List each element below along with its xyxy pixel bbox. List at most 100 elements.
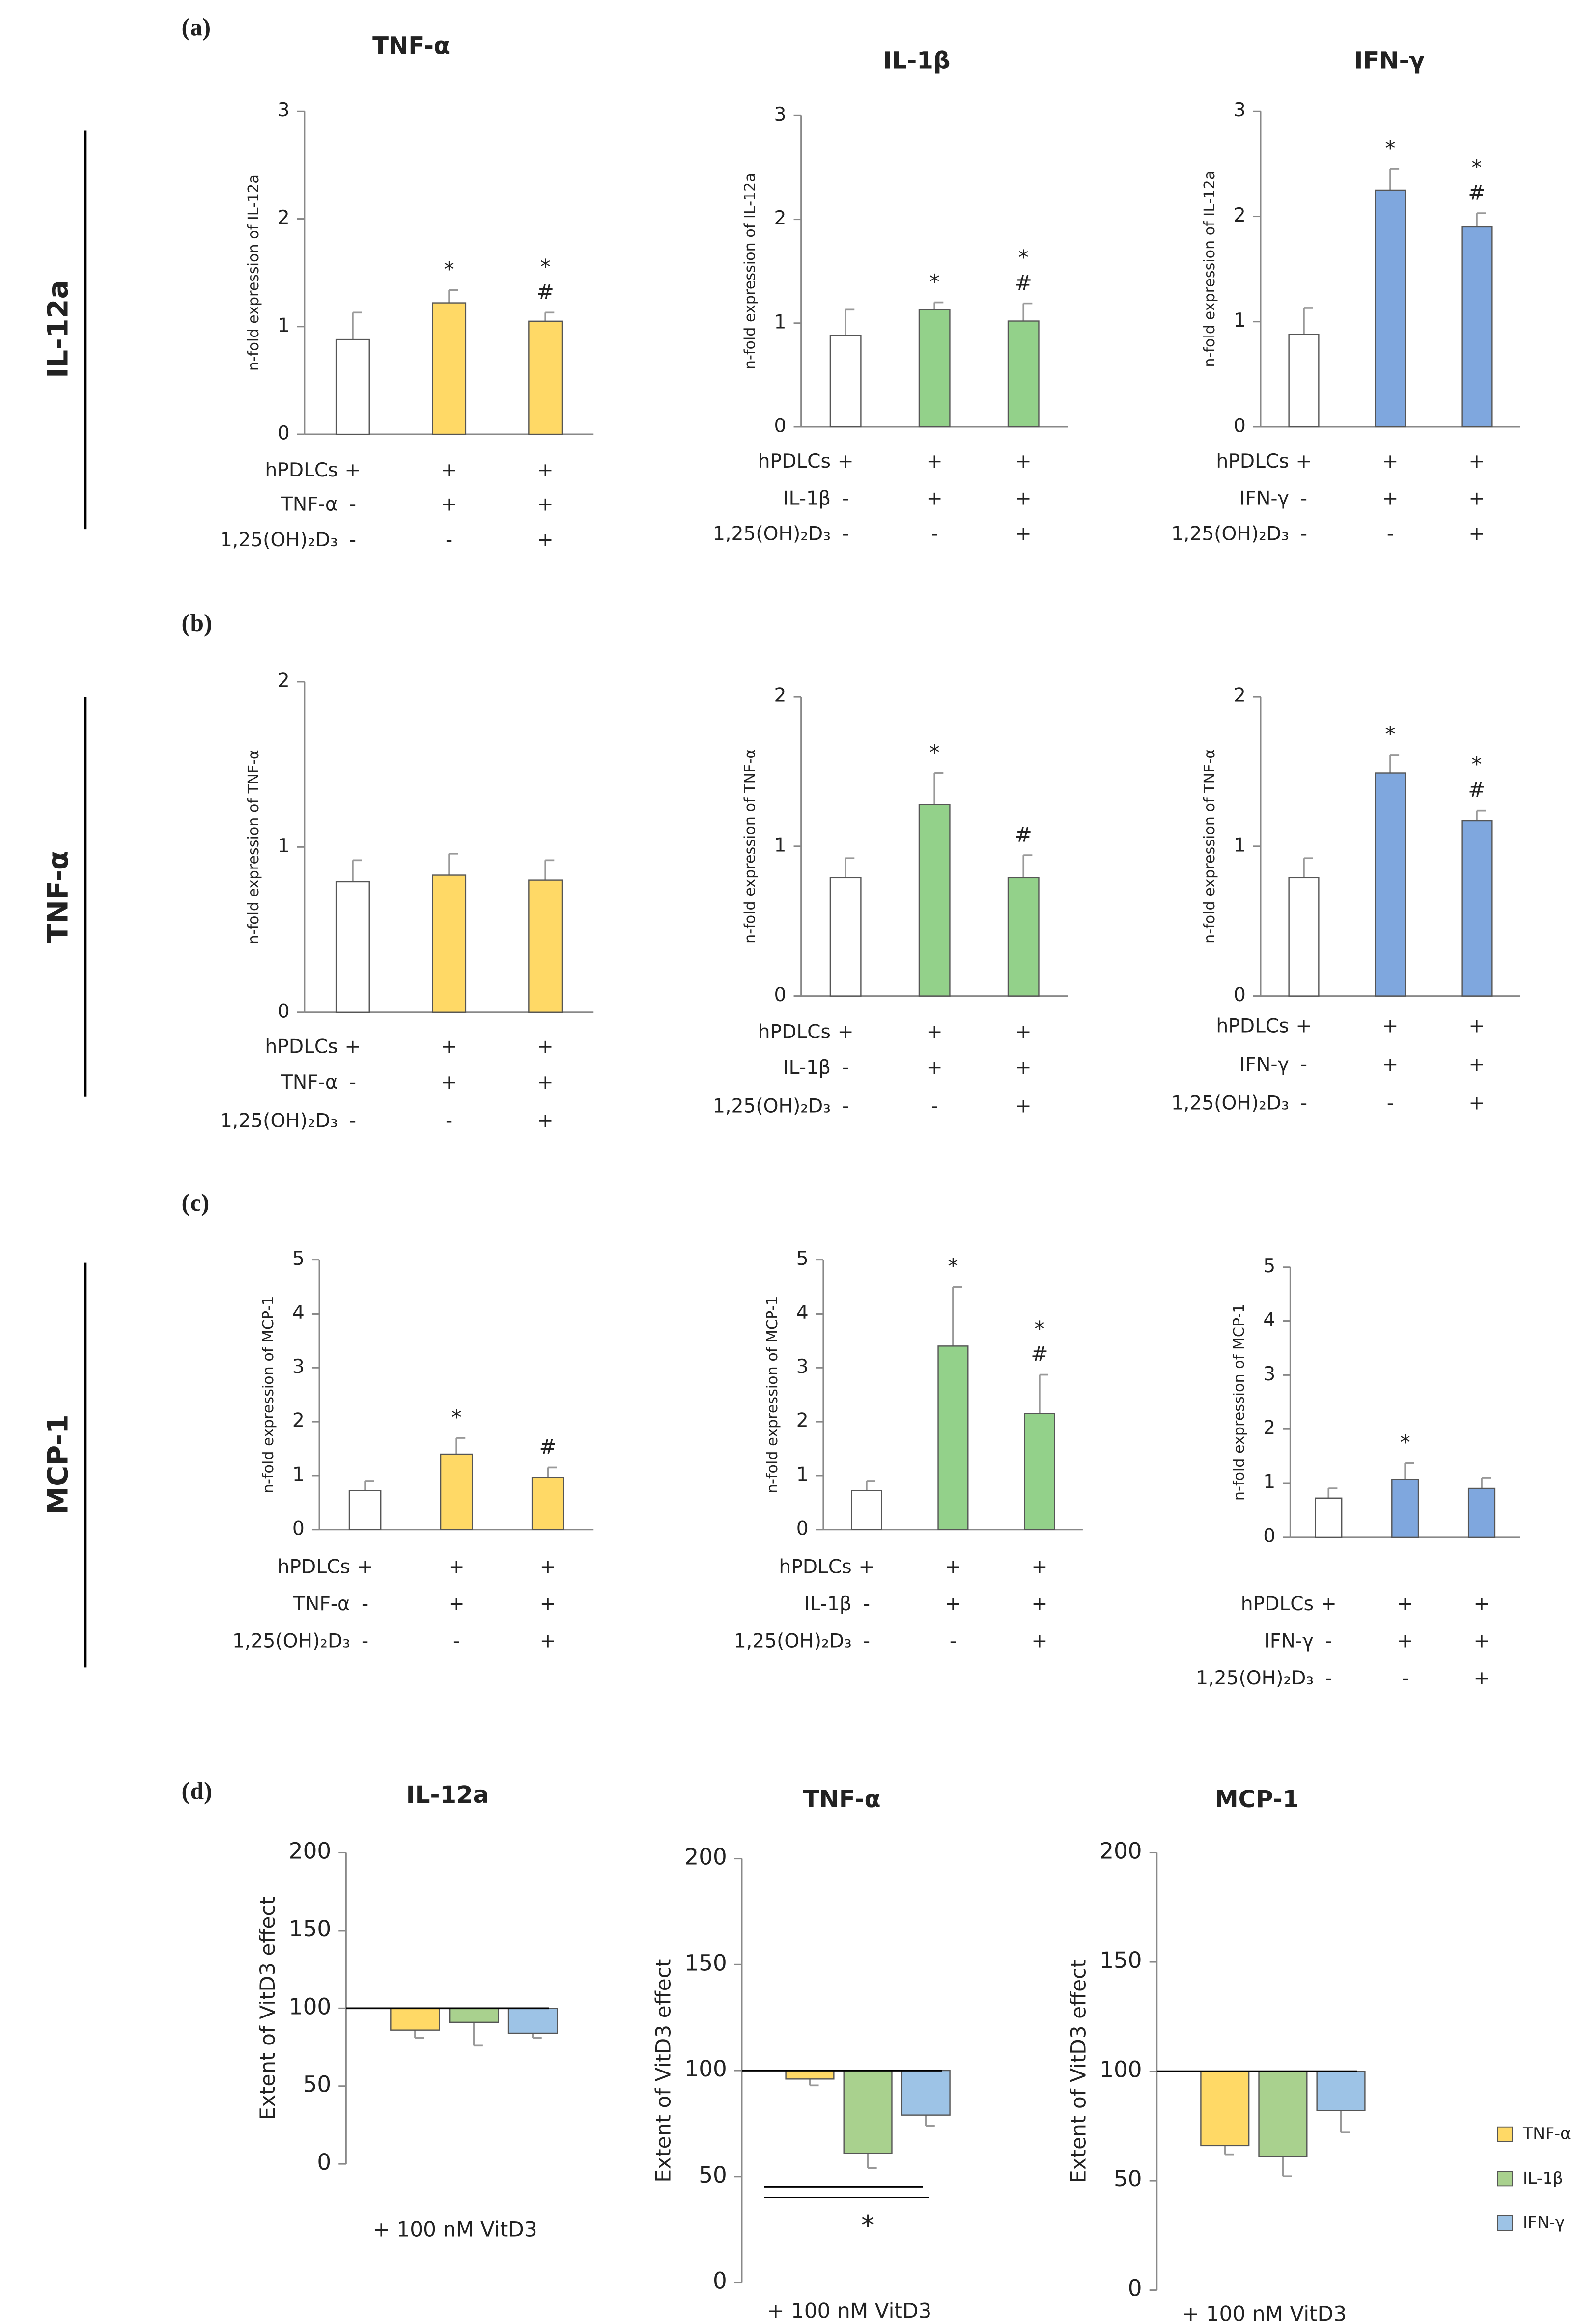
condition-sign: + (441, 1036, 457, 1058)
chart-title: IFN-γ (1354, 47, 1425, 75)
condition-sign: + (1469, 1054, 1485, 1076)
condition-sign: + (927, 450, 943, 473)
bar (432, 874, 467, 1013)
legend-label: IFN-γ (1523, 2212, 1565, 2232)
condition-sign: - (1387, 523, 1394, 545)
bar (1288, 334, 1320, 428)
condition-sign: - (1300, 487, 1307, 509)
y-tick-label: 0 (774, 984, 787, 1006)
condition-label: hPDLCs (278, 1556, 350, 1578)
y-tick-label: 2 (796, 1410, 809, 1432)
significance-mark: * (1385, 722, 1395, 746)
bar (937, 1345, 969, 1530)
condition-sign: - (863, 1593, 870, 1615)
condition-label: TNF-α (281, 493, 338, 515)
condition-sign: + (537, 459, 554, 481)
condition-sign: - (453, 1630, 460, 1652)
y-tick-label: 100 (684, 2056, 727, 2082)
y-tick-label: 1 (292, 1463, 305, 1485)
y-tick-label: 1 (278, 835, 290, 857)
y-tick-label: 1 (1234, 309, 1246, 332)
y-tick-label: 3 (1234, 99, 1246, 121)
significance-mark: * (1034, 1317, 1044, 1341)
y-tick-label: 3 (796, 1356, 809, 1378)
condition-sign: - (1325, 1630, 1332, 1652)
row-label: MCP-1 (42, 1414, 75, 1514)
bar (918, 804, 951, 997)
y-axis-label: n-fold expression of MCP-1 (260, 1296, 277, 1493)
bar (1007, 877, 1040, 997)
y-axis-label: n-fold expression of IL-12a (742, 173, 759, 369)
significance-mark: * (929, 740, 940, 764)
condition-sign: + (1382, 487, 1399, 509)
condition-label: IL-1β (783, 487, 831, 509)
condition-label: hPDLCs (779, 1556, 851, 1578)
significance-mark: * (444, 257, 454, 281)
significance-mark: * (1018, 246, 1029, 270)
y-axis-label: Extent of VitD3 effect (1066, 1960, 1090, 2183)
y-tick-label: 2 (1263, 1417, 1275, 1439)
condition-sign: + (927, 487, 943, 509)
condition-label: IFN-γ (1239, 1054, 1289, 1076)
bar (843, 2070, 893, 2154)
condition-sign: + (1382, 450, 1399, 473)
chart-title: TNF-α (803, 1786, 881, 1813)
y-axis-label: n-fold expression of TNF-α (1201, 749, 1218, 944)
bar (1007, 320, 1040, 428)
y-tick-label: 3 (1263, 1363, 1275, 1385)
bar (390, 2008, 440, 2031)
condition-sign: - (446, 529, 452, 551)
condition-sign: + (345, 459, 361, 481)
y-tick-label: 200 (289, 1838, 331, 1864)
condition-label: IFN-γ (1264, 1630, 1314, 1652)
y-axis-label: Extent of VitD3 effect (255, 1897, 280, 2120)
y-tick-label: 4 (292, 1302, 305, 1324)
bar (531, 1477, 564, 1530)
condition-sign: + (945, 1593, 961, 1615)
significance-mark: * (540, 254, 551, 279)
bar (1024, 1413, 1055, 1530)
y-tick-label: 0 (774, 415, 787, 437)
y-tick-label: 0 (278, 1000, 290, 1022)
y-axis-label: Extent of VitD3 effect (651, 1959, 676, 2183)
condition-sign: + (1469, 487, 1485, 509)
y-tick-label: 3 (774, 104, 787, 126)
bar (901, 2070, 951, 2116)
y-tick-label: 200 (684, 1844, 727, 1870)
bar (829, 877, 862, 997)
legend-label: TNF-α (1522, 2124, 1571, 2143)
bar (1461, 226, 1493, 428)
condition-sign: + (1031, 1593, 1047, 1615)
significance-mark: # (1468, 778, 1485, 802)
condition-sign: - (863, 1630, 870, 1652)
condition-sign: - (842, 487, 849, 509)
x-axis-label: + 100 nM VitD3 (1182, 2301, 1347, 2324)
chart-title: TNF-α (372, 32, 450, 60)
legend-swatch (1497, 2126, 1513, 2142)
bar (1200, 2071, 1250, 2147)
y-tick-label: 0 (292, 1517, 305, 1540)
condition-label: IFN-γ (1239, 487, 1289, 509)
condition-sign: + (449, 1593, 465, 1615)
condition-sign: + (540, 1593, 556, 1615)
significance-mark: * (929, 270, 940, 294)
condition-sign: - (362, 1593, 368, 1615)
y-axis-label: n-fold expression of TNF-α (245, 750, 262, 944)
bar (1288, 877, 1320, 997)
condition-sign: - (1325, 1667, 1332, 1689)
bar (851, 1490, 882, 1530)
bar (829, 335, 862, 428)
condition-sign: - (1387, 1092, 1394, 1114)
condition-sign: + (537, 1110, 554, 1132)
bar (1375, 772, 1406, 997)
bar (432, 302, 467, 435)
condition-sign: + (1469, 523, 1485, 545)
condition-sign: - (349, 1071, 356, 1093)
condition-label: hPDLCs (1241, 1593, 1314, 1615)
condition-sign: - (446, 1110, 452, 1132)
condition-sign: + (1015, 450, 1032, 473)
y-tick-label: 50 (1114, 2166, 1142, 2192)
chart-title: MCP-1 (1215, 1786, 1299, 1813)
condition-label: 1,25(OH)₂D₃ (713, 1095, 831, 1117)
condition-sign: + (540, 1630, 556, 1652)
